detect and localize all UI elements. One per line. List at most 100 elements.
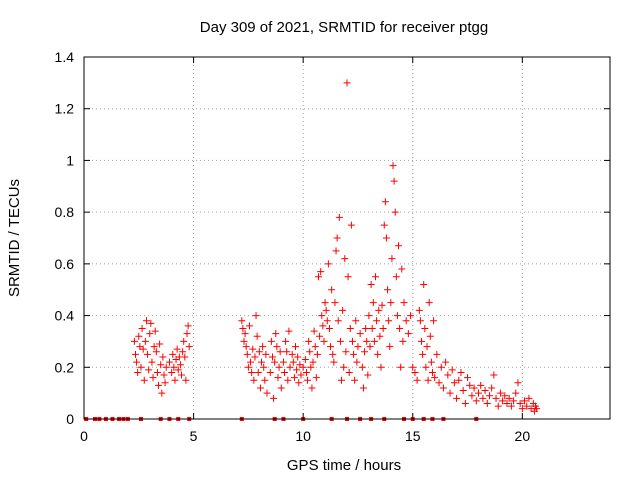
data-point (523, 402, 531, 410)
data-point (248, 368, 256, 376)
data-point (331, 299, 339, 307)
y-tick-labels: 0 0.2 0.4 0.6 0.8 1 1.2 1.4 (55, 49, 75, 427)
data-point (240, 337, 248, 345)
data-point (343, 79, 351, 87)
data-point (281, 368, 289, 376)
data-point (270, 394, 278, 402)
data-point (182, 376, 190, 384)
data-point (381, 198, 389, 206)
data-point (496, 389, 504, 397)
data-point (184, 322, 192, 330)
data-point (512, 389, 520, 397)
data-point (310, 327, 318, 335)
data-point (238, 317, 246, 325)
data-point (169, 350, 177, 358)
data-point (386, 343, 394, 351)
data-point (371, 273, 379, 281)
data-point (385, 317, 393, 325)
data-point (294, 353, 302, 361)
data-point (306, 348, 314, 356)
data-point (424, 376, 432, 384)
data-point (243, 350, 251, 358)
data-point (309, 358, 317, 366)
data-point (425, 299, 433, 307)
data-point (338, 376, 346, 384)
y-tick-label: 0.4 (55, 308, 75, 324)
data-point (426, 332, 434, 340)
data-point (245, 322, 253, 330)
data-point (327, 343, 335, 351)
data-point (160, 371, 168, 379)
data-point (521, 397, 529, 405)
data-point (505, 394, 513, 402)
data-point (162, 363, 170, 371)
data-point (373, 317, 381, 325)
grid-lines (84, 57, 610, 419)
data-point (135, 332, 143, 340)
data-point (364, 371, 372, 379)
data-point (297, 371, 305, 379)
data-point (382, 234, 390, 242)
data-point (148, 358, 156, 366)
data-point (393, 312, 401, 320)
data-point (322, 306, 330, 314)
data-point (377, 363, 385, 371)
data-point (461, 399, 469, 407)
data-point (250, 376, 258, 384)
x-tick-label: 0 (80, 428, 88, 444)
data-point (299, 363, 307, 371)
data-point (444, 371, 452, 379)
data-points (130, 79, 541, 415)
data-point (147, 319, 155, 327)
data-point (317, 268, 325, 276)
data-point (420, 281, 428, 289)
data-point (492, 394, 500, 402)
data-point (153, 368, 161, 376)
data-point (239, 325, 247, 332)
data-point (368, 325, 376, 332)
data-point (455, 376, 463, 384)
data-point (180, 337, 188, 345)
data-point (157, 361, 165, 369)
data-point (421, 325, 429, 332)
data-point (433, 350, 441, 358)
data-point (516, 399, 524, 407)
x-tick-label: 20 (515, 428, 531, 444)
data-point (282, 337, 290, 345)
data-point (354, 343, 362, 351)
data-point (273, 343, 281, 351)
data-point (256, 384, 264, 392)
data-point (171, 376, 179, 384)
data-point (305, 337, 313, 345)
data-point (144, 350, 152, 358)
data-point (145, 366, 153, 374)
data-point (453, 394, 461, 402)
data-point (419, 350, 427, 358)
data-point (315, 273, 323, 281)
x-tick-label: 10 (295, 428, 311, 444)
data-point (333, 234, 341, 242)
data-point (350, 350, 358, 358)
data-point (242, 343, 250, 351)
data-point (459, 387, 467, 395)
data-point (151, 327, 159, 335)
data-point (427, 358, 435, 366)
data-point (329, 350, 337, 358)
data-point (448, 366, 456, 374)
chart-title: Day 309 of 2021, SRMTID for receiver ptg… (200, 19, 488, 36)
data-point (356, 330, 364, 338)
x-tick-label: 5 (190, 428, 198, 444)
data-point (168, 368, 176, 376)
data-point (510, 397, 518, 405)
data-point (288, 350, 296, 358)
data-point (389, 162, 397, 170)
data-point (176, 361, 184, 369)
data-point (477, 381, 485, 389)
data-point (457, 368, 465, 376)
data-point (507, 402, 515, 410)
data-point (351, 376, 359, 384)
data-point (344, 273, 352, 281)
data-point (430, 317, 438, 325)
data-point (311, 343, 319, 351)
